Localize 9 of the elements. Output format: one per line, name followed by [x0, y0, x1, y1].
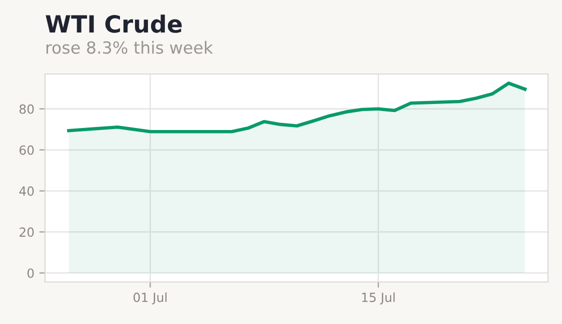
- chart-title: WTI Crude: [46, 14, 182, 33]
- x-tick-label: 15 Jul: [362, 292, 395, 304]
- y-tick-label: 80: [20, 104, 34, 114]
- y-tick-label: 60: [20, 145, 34, 155]
- y-tick-label: 20: [20, 227, 34, 237]
- y-tick-label: 0: [27, 268, 34, 278]
- y-tick-label: 40: [19, 186, 34, 196]
- chart-subtitle: rose 8.3% this week: [46, 40, 213, 54]
- x-tick-label: 01 Jul: [134, 292, 167, 304]
